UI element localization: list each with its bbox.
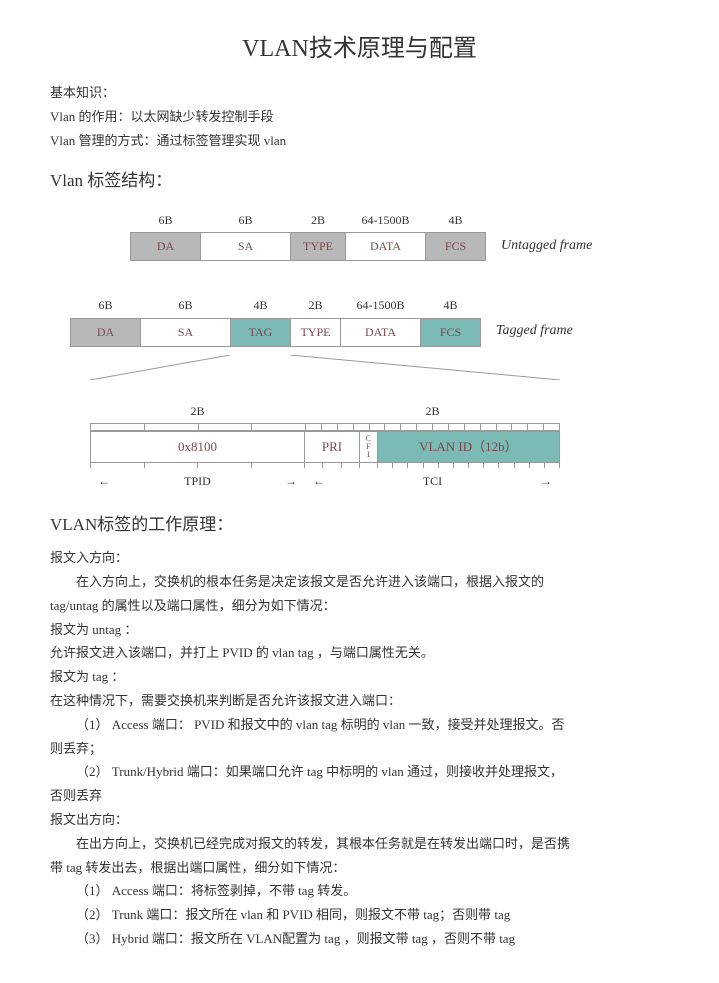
in-direction-intro: 在入方向上，交换机的根本任务是决定该报文是否允许进入该端口，根据入报文的	[50, 572, 669, 593]
tagged-size-0: 6B	[71, 294, 141, 318]
tagged-cell-fcs: FCS	[421, 318, 481, 346]
untagged-size-1: 6B	[201, 209, 291, 233]
section2-heading: VLAN标签的工作原理：	[50, 511, 669, 538]
untagged-cell-data: DATA	[346, 233, 426, 261]
untagged-cell-type: TYPE	[291, 233, 346, 261]
tagged-size-5: 4B	[421, 294, 481, 318]
untag-rule: 允许报文进入该端口，并打上 PVID 的 vlan tag ，与端口属性无关。	[50, 643, 669, 664]
page-title: VLAN技术原理与配置	[50, 30, 669, 68]
in-direction-intro2: tag/untag 的属性以及端口属性，细分为如下情况：	[50, 596, 669, 617]
tag-rule-1: （1） Access 端口： PVID 和报文中的 vlan tag 标明的 v…	[50, 715, 669, 736]
tagged-cell-type: TYPE	[291, 318, 341, 346]
out-rule-2: （2） Trunk 端口：报文所在 vlan 和 PVID 相同，则报文不带 t…	[50, 905, 669, 926]
tagged-size-3: 2B	[291, 294, 341, 318]
basics-label: 基本知识：	[50, 83, 669, 104]
tagged-label: Tagged frame	[496, 320, 573, 346]
tagged-frame-table: 6B6B4B2B64-1500B4B DASATAGTYPEDATAFCS	[70, 294, 481, 346]
tag-detail-diagram: 2B2B 0x8100PRICFIVLAN ID（12b）	[90, 400, 560, 491]
tag-field-2: CFI	[360, 432, 378, 462]
tagged-cell-tag: TAG	[231, 318, 291, 346]
untagged-cell-sa: SA	[201, 233, 291, 261]
untagged-size-2: 2B	[291, 209, 346, 233]
tagged-cell-data: DATA	[341, 318, 421, 346]
tag-label: 报文为 tag ：	[50, 667, 669, 688]
mgmt-text: Vlan 管理的方式：通过标签管理实现 vlan	[50, 131, 669, 152]
untagged-frame-table: 6B6B2B64-1500B4B DASATYPEDATAFCS	[130, 209, 486, 261]
out-direction-label: 报文出方向：	[50, 810, 669, 831]
vlan-tag-diagram: 6B6B2B64-1500B4B DASATYPEDATAFCS Untagge…	[50, 209, 669, 491]
bracket-tpid: TPID	[90, 472, 305, 491]
tagged-cell-sa: SA	[141, 318, 231, 346]
untag-label: 报文为 untag ：	[50, 620, 669, 641]
section1-heading: Vlan 标签结构：	[50, 167, 669, 194]
tag-field-0: 0x8100	[91, 432, 305, 462]
tag-field-3: VLAN ID（12b）	[378, 432, 559, 462]
out-rule-1: （1） Access 端口：将标签剥掉，不带 tag 转发。	[50, 881, 669, 902]
untagged-label: Untagged frame	[501, 235, 592, 261]
out-direction-intro2: 带 tag 转发出去，根据出端口属性，细分如下情况：	[50, 858, 669, 879]
bracket-tci: TCI	[305, 472, 560, 491]
untagged-cell-da: DA	[131, 233, 201, 261]
tag-rule-1b: 则丢弃；	[50, 739, 669, 760]
in-direction-label: 报文入方向：	[50, 548, 669, 569]
tagged-size-4: 64-1500B	[341, 294, 421, 318]
usage-text: Vlan 的作用：以太网缺少转发控制手段	[50, 107, 669, 128]
out-direction-intro1: 在出方向上，交换机已经完成对报文的转发，其根本任务就是在转发出端口时，是否携	[50, 834, 669, 855]
tag-rule-2b: 否则丢弃	[50, 786, 669, 807]
tag-field-1: PRI	[305, 432, 360, 462]
untagged-size-4: 4B	[426, 209, 486, 233]
tag-detail-size-0: 2B	[90, 400, 305, 423]
tag-rule-2: （2） Trunk/Hybrid 端口：如果端口允许 tag 中标明的 vlan…	[50, 762, 669, 783]
untagged-size-0: 6B	[131, 209, 201, 233]
out-rule-3: （3） Hybrid 端口：报文所在 VLAN配置为 tag ，则报文带 tag…	[50, 929, 669, 950]
untagged-cell-fcs: FCS	[426, 233, 486, 261]
tag-detail-size-1: 2B	[305, 400, 560, 423]
tagged-cell-da: DA	[71, 318, 141, 346]
tag-intro: 在这种情况下，需要交换机来判断是否允许该报文进入端口：	[50, 691, 669, 712]
tagged-size-2: 4B	[231, 294, 291, 318]
tagged-size-1: 6B	[141, 294, 231, 318]
untagged-size-3: 64-1500B	[346, 209, 426, 233]
